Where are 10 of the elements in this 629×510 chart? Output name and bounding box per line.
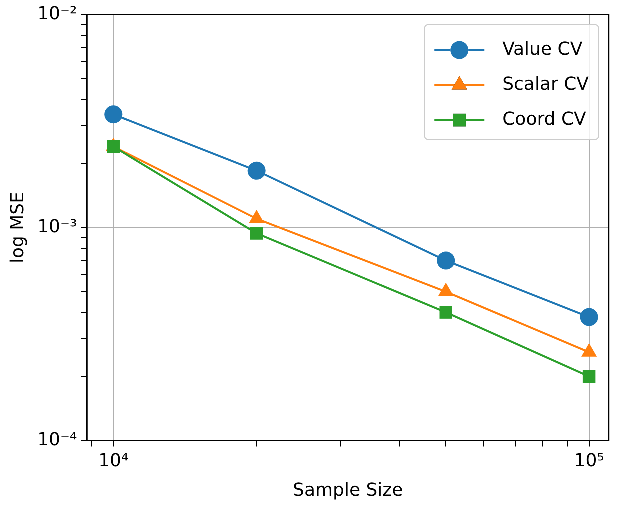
y-tick-label: 10⁻⁴ — [38, 429, 78, 450]
x-tick-label: 10⁴ — [98, 450, 129, 472]
y-tick-label: 10⁻² — [38, 3, 78, 24]
y-axis-title: log MSE — [7, 192, 28, 264]
legend-label: Value CV — [502, 38, 584, 60]
legend-label: Scalar CV — [502, 74, 590, 95]
y-tick-label: 10⁻³ — [38, 216, 78, 238]
legend-label: Coord CV — [502, 108, 588, 130]
x-tick-label: 10⁵ — [574, 450, 604, 472]
x-axis-title: Sample Size — [293, 480, 404, 501]
